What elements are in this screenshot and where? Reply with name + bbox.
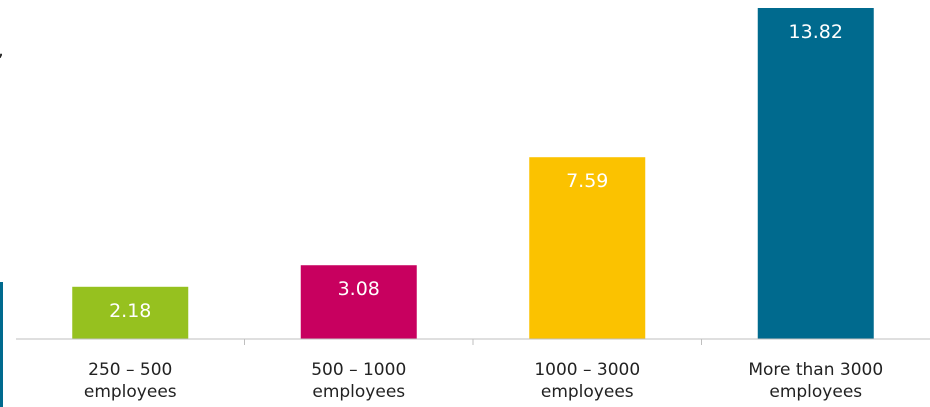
x-axis-ticks: [244, 339, 702, 345]
value-labels-group: 2.18 3.08 7.59 13.82: [109, 21, 843, 322]
bar: [72, 286, 189, 339]
bar-value-label: 3.08: [338, 278, 380, 300]
bars-group: [72, 8, 874, 339]
category-label: More than 3000: [748, 360, 883, 380]
bar: [757, 8, 874, 339]
clipped-text-fragment: ,: [0, 40, 4, 61]
category-label: employees: [84, 382, 177, 402]
bar: [300, 265, 417, 339]
left-accent-bar: [0, 282, 3, 407]
bar: [529, 157, 646, 339]
category-label: 250 – 500: [88, 360, 172, 380]
bar-value-label: 7.59: [566, 170, 608, 192]
category-label: 1000 – 3000: [534, 360, 640, 380]
bar-value-label: 13.82: [789, 21, 843, 43]
category-label: employees: [541, 382, 634, 402]
category-label: employees: [312, 382, 405, 402]
bar-value-label: 2.18: [109, 300, 151, 322]
category-label: 500 – 1000: [311, 360, 406, 380]
category-label: employees: [769, 382, 862, 402]
